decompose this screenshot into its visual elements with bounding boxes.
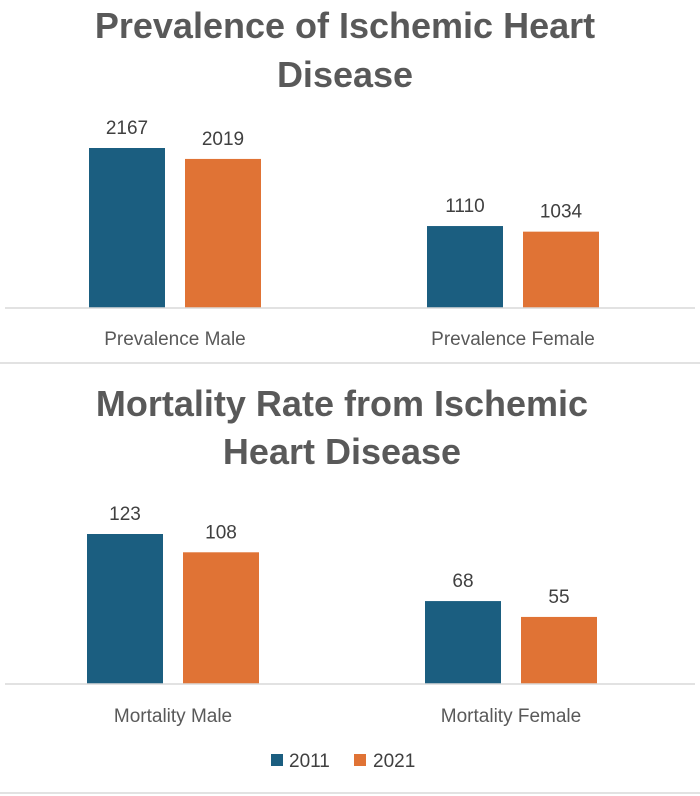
legend-swatch-2021: [354, 754, 366, 766]
category-label-mortality-male: Mortality Male: [114, 706, 232, 727]
bar-mortality-female-2011: [425, 601, 501, 684]
data-label-prevalence-female-2021: 1034: [540, 202, 583, 223]
data-label-mortality-female-2021: 55: [548, 587, 569, 608]
data-label-prevalence-female-2011: 1110: [445, 196, 484, 217]
bar-prevalence-female-2011: [427, 226, 503, 308]
bar-mortality-female-2021: [521, 616, 597, 684]
legend-label-2021: 2021: [373, 751, 415, 772]
category-label-prevalence-female: Prevalence Female: [431, 329, 595, 350]
chart-title-line-1: Mortality Rate from Ischemic: [96, 383, 588, 424]
bar-prevalence-male-2021: [185, 158, 261, 308]
category-label-mortality-female: Mortality Female: [441, 706, 581, 727]
data-label-mortality-male-2021: 108: [205, 522, 237, 543]
legend-swatch-2011: [271, 754, 283, 766]
data-label-prevalence-male-2021: 2019: [202, 129, 244, 150]
bar-prevalence-male-2011: [89, 148, 165, 308]
legend-label-2011: 2011: [289, 751, 330, 772]
bar-prevalence-female-2021: [523, 231, 599, 308]
bar-mortality-male-2011: [87, 534, 163, 684]
category-label-prevalence-male: Prevalence Male: [104, 329, 246, 350]
data-label-prevalence-male-2011: 2167: [106, 118, 148, 139]
bar-mortality-male-2021: [183, 552, 259, 684]
chart-prevalence: Prevalence of Ischemic Heart Disease 216…: [5, 5, 695, 350]
data-label-mortality-male-2011: 123: [109, 504, 141, 525]
bars-group: 2167 2019 1110 1034: [89, 118, 599, 308]
legend: 2011 2021: [271, 751, 415, 772]
chart-mortality: Mortality Rate from Ischemic Heart Disea…: [5, 383, 695, 727]
chart-title-line-2: Disease: [277, 54, 413, 95]
data-label-mortality-female-2011: 68: [452, 571, 473, 592]
chart-title-line-1: Prevalence of Ischemic Heart: [95, 5, 595, 46]
bars-group: 123 108 68 55: [87, 504, 597, 684]
chart-title-line-2: Heart Disease: [223, 431, 461, 472]
